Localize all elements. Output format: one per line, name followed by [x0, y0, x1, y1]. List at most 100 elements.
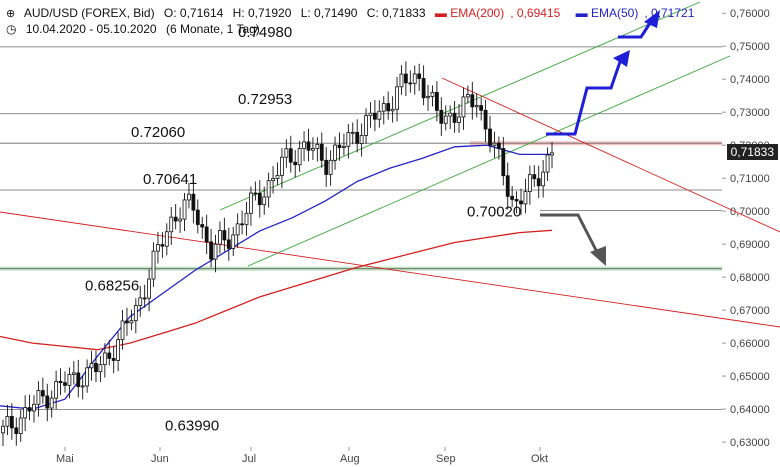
candle-body — [85, 367, 90, 387]
y-tick-label: 0,64000 — [730, 404, 770, 416]
candle-body — [63, 382, 67, 386]
candle-body — [275, 174, 280, 179]
candle-body — [426, 96, 430, 99]
resistance-trend — [441, 77, 780, 233]
close-value: C: 0,71833 — [366, 6, 426, 20]
candle-body — [302, 141, 306, 149]
chart-header: ⊕ AUD/USD (FOREX, Bid) O: 0,71614 H: 0,7… — [6, 6, 706, 20]
candle-body — [479, 105, 484, 111]
candle-body — [120, 320, 125, 341]
candle-body — [257, 192, 262, 206]
period-label: (6 Monate, 1 Tag) — [165, 22, 260, 36]
ema50-legend: ▬ EMA(50), 0,71721 — [575, 6, 695, 20]
candle-body — [213, 243, 218, 260]
candle-body — [49, 397, 54, 409]
clock-icon: ◷ — [6, 22, 17, 36]
level-label: 0.63990 — [165, 417, 219, 434]
candle-body — [501, 148, 506, 177]
candle-body — [116, 339, 121, 361]
chart-icon: ⊕ — [6, 8, 16, 20]
level-label: 0.72953 — [238, 91, 292, 108]
candle-body — [510, 195, 515, 200]
candle-body — [492, 142, 497, 146]
candle-body — [346, 132, 351, 147]
candle-body — [169, 216, 174, 233]
channel-lower — [247, 55, 731, 267]
candle-body — [107, 352, 112, 359]
candle-body — [235, 223, 240, 236]
y-tick-label: 0,65000 — [730, 371, 770, 383]
x-tick-label: Jul — [242, 453, 256, 465]
candle-body — [54, 381, 59, 399]
candle-body — [324, 159, 329, 175]
y-tick-label: 0,68000 — [730, 272, 770, 284]
scenario-arrows — [540, 10, 660, 266]
candle-body — [147, 278, 152, 299]
candle-body — [443, 115, 448, 124]
candle-body — [395, 86, 399, 110]
current-price-tag: 0,71833 — [726, 144, 778, 160]
candle-body — [306, 141, 311, 151]
open-value: O: 0,71614 — [163, 6, 224, 20]
y-tick-label: 0,73000 — [730, 107, 770, 119]
y-tick-label: 0,74000 — [730, 74, 770, 86]
candle-body — [448, 112, 453, 117]
candle-body — [102, 352, 107, 366]
candle-body — [18, 417, 23, 434]
candle-body — [550, 152, 554, 156]
candle-body — [14, 427, 19, 434]
candle-body — [280, 156, 284, 176]
candle-body — [532, 174, 537, 180]
candle-body — [333, 144, 337, 161]
y-tick-label: 0,75000 — [730, 41, 770, 53]
candle-body — [138, 297, 143, 306]
candle-body — [111, 358, 116, 361]
candle-body — [417, 73, 422, 79]
level-label: 0.72060 — [131, 124, 185, 141]
candle-body — [452, 112, 457, 123]
candle-body — [403, 73, 408, 84]
candle-body — [496, 142, 501, 149]
candle-body — [80, 385, 85, 388]
candle-body — [164, 231, 169, 247]
candle-body — [226, 239, 231, 249]
candle-body — [514, 199, 519, 202]
candle-body — [390, 108, 395, 112]
candle-body — [195, 209, 200, 225]
candle-body — [364, 115, 368, 136]
ema50-line — [0, 144, 552, 410]
candle-body — [474, 105, 479, 108]
candle-body — [209, 241, 213, 260]
candle-body — [377, 110, 382, 120]
candle-body — [408, 82, 413, 85]
candle-body — [40, 390, 45, 397]
bearish-arrow-head — [590, 246, 606, 266]
bullish-arrow-head — [613, 50, 630, 67]
y-tick-label: 0,69000 — [730, 239, 770, 251]
candle-body — [315, 143, 320, 149]
candle-body — [337, 144, 342, 148]
x-tick-label: Okt — [531, 453, 548, 465]
candle-body — [142, 297, 147, 300]
bullish-scenario-path — [546, 55, 624, 136]
candle-body — [89, 362, 94, 369]
x-tick-label: Mai — [56, 453, 74, 465]
level-label: 0.70641 — [143, 171, 197, 188]
candle-body — [465, 94, 470, 98]
bullish-target-path — [618, 19, 654, 39]
candle-body — [439, 109, 444, 124]
candle-body — [430, 91, 435, 97]
candle-body — [200, 224, 205, 228]
candle-body — [381, 103, 386, 112]
candle-body — [262, 196, 267, 206]
candle-body — [160, 244, 165, 247]
candle-body — [9, 416, 14, 429]
candle-body — [36, 390, 41, 405]
candle-body — [386, 103, 391, 112]
level-label: 0.68256 — [85, 278, 139, 295]
x-axis: Mai Jun Jul Aug Sep Okt — [56, 447, 548, 465]
candle-body — [5, 416, 10, 427]
candle-body — [519, 200, 523, 205]
candle-body — [271, 178, 275, 182]
